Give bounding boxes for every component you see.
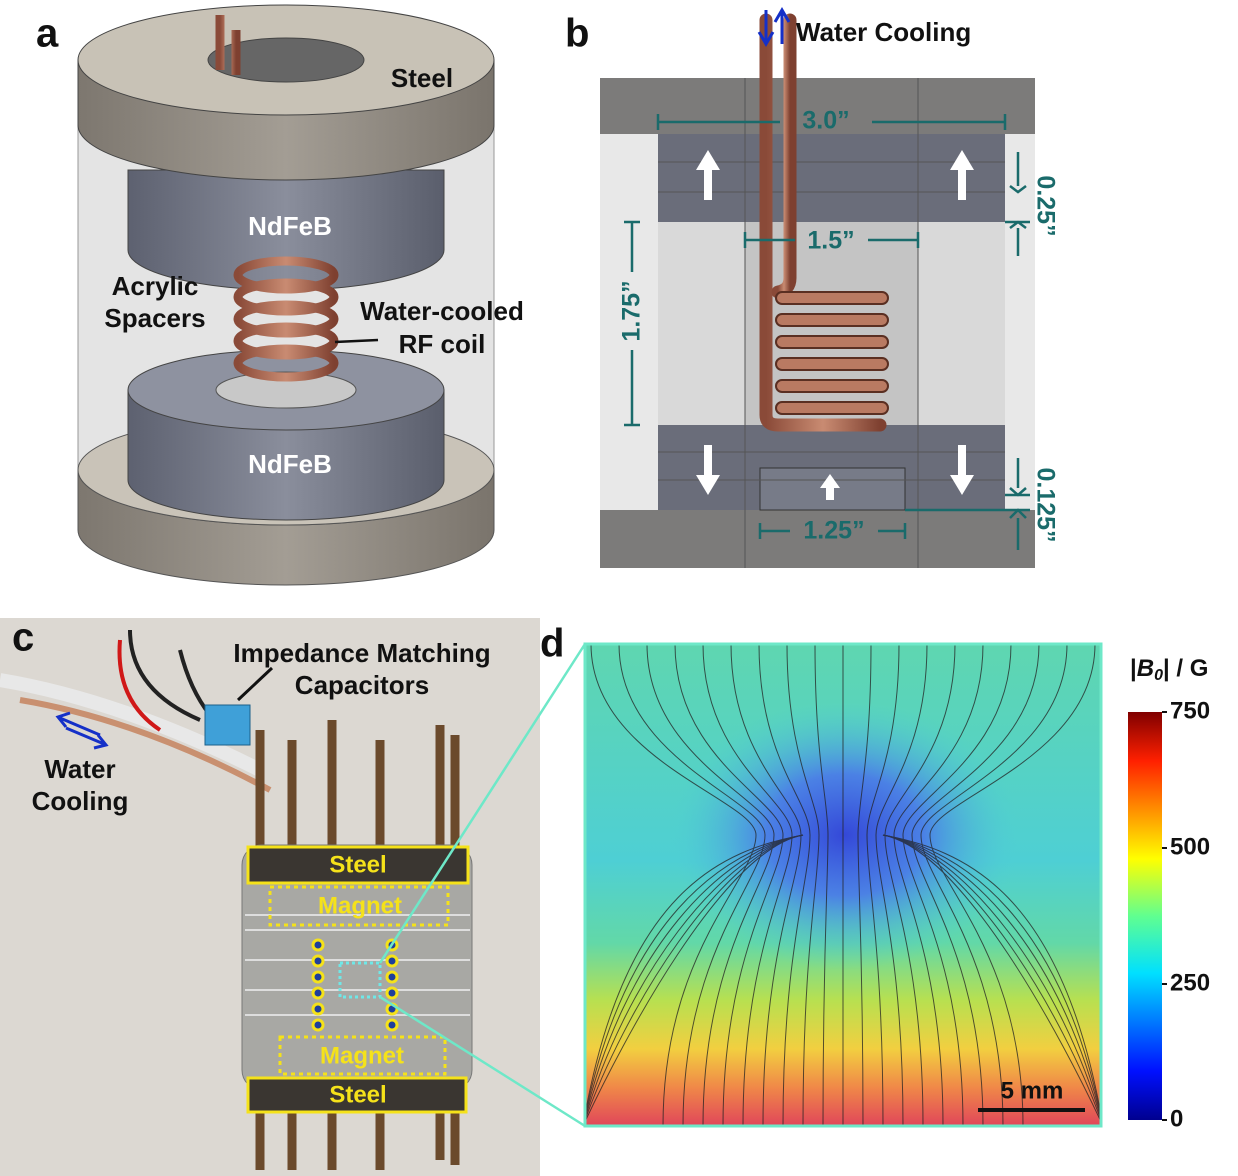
colorbar-tick-label: 0	[1170, 1105, 1183, 1132]
steel-hole	[208, 38, 364, 82]
label: Magnet	[318, 892, 402, 919]
dimension: 0.125”	[1031, 467, 1059, 542]
panel-label: a	[36, 12, 59, 56]
label: Impedance Matching	[233, 638, 490, 668]
label: Water Cooling	[796, 17, 971, 47]
colorbar-tick-label: 250	[1170, 969, 1210, 996]
dimension: 0.25”	[1031, 175, 1059, 236]
label: Steel	[329, 1081, 386, 1108]
figure: a Steel NdFeB NdFeB Acrylic Spacers Wate…	[0, 0, 1238, 1176]
colorbar-tick-label: 500	[1170, 833, 1210, 860]
title-part: 0	[1154, 667, 1163, 684]
label: Steel	[391, 63, 453, 93]
label: Water-cooled	[360, 296, 524, 326]
label: Acrylic	[112, 271, 199, 301]
scale-bar-label: 5 mm	[1001, 1077, 1064, 1104]
capacitor	[205, 705, 250, 745]
label: Spacers	[104, 303, 205, 333]
label: Water	[44, 754, 115, 784]
panel-label: d	[540, 622, 564, 666]
label: Cooling	[32, 786, 129, 816]
panel-a: a Steel NdFeB NdFeB Acrylic Spacers Wate…	[36, 5, 524, 585]
label: Magnet	[320, 1042, 404, 1069]
panel-b: b Water Cooling 3.0” 1.5” 1.25” 1.75” 0.…	[565, 10, 1059, 568]
panel-label: b	[565, 12, 589, 56]
label: Capacitors	[295, 670, 429, 700]
panel-c: c Impedance Matching Capacitors Water Co…	[0, 616, 540, 1176]
colorbar	[1128, 712, 1162, 1120]
panel-label: c	[12, 616, 34, 660]
colorbar-tick-label: 750	[1170, 697, 1210, 724]
title-part: |	[1130, 655, 1137, 682]
colorbar-title: |B0| / G	[1130, 655, 1208, 684]
title-part: | / G	[1163, 655, 1208, 682]
title-part: B	[1137, 655, 1154, 682]
label: NdFeB	[248, 449, 332, 479]
low-field	[670, 700, 1020, 970]
dimension: 1.5”	[807, 227, 854, 255]
dimension: 1.25”	[803, 517, 864, 545]
label: RF coil	[399, 329, 486, 359]
label: Steel	[329, 851, 386, 878]
dimension: 3.0”	[802, 107, 849, 135]
dimension: 1.75”	[618, 280, 646, 341]
label: NdFeB	[248, 211, 332, 241]
